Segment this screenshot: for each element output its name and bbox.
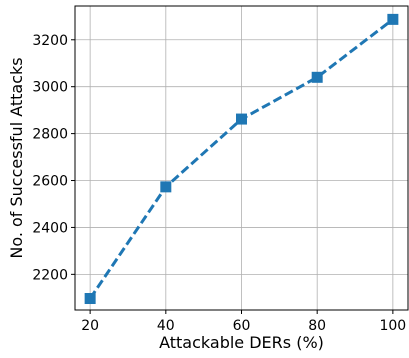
data-point-marker [387, 13, 399, 25]
data-markers [84, 13, 399, 305]
data-point-marker [311, 71, 323, 83]
y-tick-label: 3000 [32, 80, 68, 96]
data-point-marker [160, 181, 172, 193]
x-tick-label: 40 [157, 318, 175, 334]
y-axis-ticks: 2200 2400 2600 2800 3000 3200 [32, 33, 75, 283]
y-tick-label: 2600 [32, 174, 68, 190]
data-point-marker [84, 293, 96, 305]
x-axis-label: Attackable DERs (%) [159, 333, 324, 352]
y-tick-label: 2400 [32, 220, 68, 236]
grid-lines [75, 6, 408, 310]
y-tick-label: 2200 [32, 267, 68, 283]
y-axis-label: No. of Successful Attacks [7, 57, 26, 258]
y-tick-label: 2800 [32, 127, 68, 143]
y-tick-label: 3200 [32, 33, 68, 49]
x-tick-label: 60 [233, 318, 251, 334]
x-axis-ticks: 20 40 60 80 100 [81, 310, 406, 334]
x-tick-label: 100 [379, 318, 406, 334]
x-tick-label: 80 [308, 318, 326, 334]
x-tick-label: 20 [81, 318, 99, 334]
data-point-marker [236, 113, 247, 125]
